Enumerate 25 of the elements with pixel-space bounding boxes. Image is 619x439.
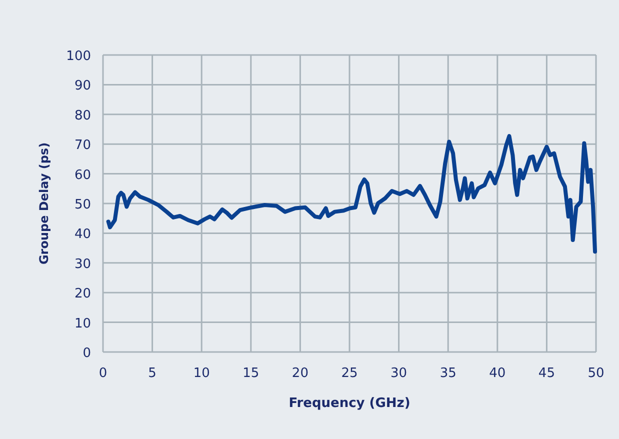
y-tick-label: 10 [74, 316, 91, 332]
y-tick-label: 60 [74, 168, 91, 183]
x-tick-label: 0 [98, 366, 108, 381]
x-tick-label: 40 [489, 366, 506, 381]
x-tick-label: 15 [242, 366, 260, 381]
x-tick-label: 10 [193, 366, 210, 381]
y-tick-label: 90 [74, 78, 91, 94]
x-tick-label: 35 [440, 366, 456, 381]
y-tick-label: 20 [74, 286, 91, 302]
y-tick-label: 70 [74, 138, 91, 154]
y-axis-title: Groupe Delay (ps) [37, 142, 51, 265]
x-tick-label: 30 [390, 366, 408, 381]
x-tick-label: 45 [538, 366, 555, 381]
x-tick-label: 5 [148, 366, 156, 381]
x-axis-title: Frequency (GHz) [288, 396, 410, 411]
line-series [106, 134, 598, 254]
x-tick-label: 50 [588, 366, 604, 381]
y-tick-label: 30 [74, 256, 91, 272]
y-tick-label: 100 [66, 49, 91, 64]
y-tick-label: 50 [74, 198, 91, 212]
x-tick-label: 20 [292, 366, 308, 381]
y-tick-label: 40 [74, 227, 91, 242]
y-tick-label: 80 [74, 108, 91, 124]
y-tick-label: 0 [82, 346, 91, 361]
x-tick-label: 25 [341, 366, 358, 381]
